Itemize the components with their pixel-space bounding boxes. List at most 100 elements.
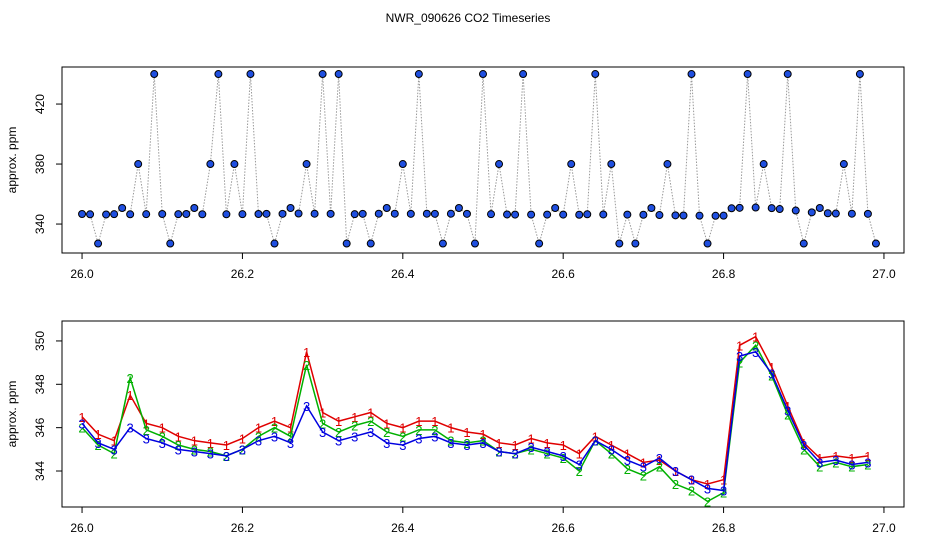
series-marker: 3 xyxy=(640,460,647,475)
series-marker: 3 xyxy=(624,453,631,468)
series-line xyxy=(81,335,869,485)
data-point xyxy=(470,239,479,248)
data-point xyxy=(855,70,864,79)
series-marker: 2 xyxy=(752,338,759,353)
series-marker: 2 xyxy=(784,408,791,423)
data-point xyxy=(286,204,295,212)
data-point xyxy=(374,209,383,218)
data-point xyxy=(623,210,632,219)
series-marker: 1 xyxy=(191,434,198,449)
data-point xyxy=(102,210,111,219)
data-point xyxy=(815,204,824,212)
series-marker: 1 xyxy=(223,438,230,453)
series-marker: 2 xyxy=(463,436,470,451)
chart-title: NWR_090626 CO2 Timeseries xyxy=(386,11,551,25)
series-marker: 1 xyxy=(239,431,246,446)
series-marker: 1 xyxy=(768,360,775,375)
series-marker: 1 xyxy=(271,414,278,429)
series-marker: 3 xyxy=(463,438,470,453)
series-marker: 3 xyxy=(479,436,486,451)
x-tick-label: 26.0 xyxy=(70,267,94,281)
series-marker: 1 xyxy=(736,338,743,353)
data-point xyxy=(791,206,800,215)
data-point xyxy=(567,160,576,169)
series-marker: 3 xyxy=(447,436,454,451)
series-marker: 3 xyxy=(544,445,551,460)
data-point xyxy=(503,210,512,219)
data-point xyxy=(214,70,223,79)
x-tick-label: 26.0 xyxy=(70,521,94,535)
data-point xyxy=(799,239,808,248)
series-marker: 2 xyxy=(78,421,85,436)
series-marker: 3 xyxy=(335,434,342,449)
series-marker: 2 xyxy=(736,356,743,371)
series-marker: 3 xyxy=(592,434,599,449)
series-marker: 2 xyxy=(672,477,679,492)
series-marker: 3 xyxy=(175,442,182,457)
series-marker: 2 xyxy=(527,442,534,457)
data-point xyxy=(206,160,215,169)
data-point xyxy=(126,210,135,219)
series-marker: 1 xyxy=(399,421,406,436)
data-point xyxy=(366,239,375,248)
data-point xyxy=(166,239,175,248)
series-marker: 3 xyxy=(367,425,374,440)
series-marker: 3 xyxy=(784,403,791,418)
x-tick-label: 26.4 xyxy=(391,521,415,535)
series-marker: 1 xyxy=(752,330,759,345)
data-point xyxy=(230,160,239,169)
series-marker: 2 xyxy=(431,423,438,438)
series-marker: 2 xyxy=(720,486,727,501)
series-marker: 3 xyxy=(111,442,118,457)
data-point xyxy=(863,209,872,218)
series-marker: 2 xyxy=(175,438,182,453)
data-point xyxy=(254,210,263,218)
series-marker: 3 xyxy=(143,431,150,446)
series-marker: 2 xyxy=(768,369,775,384)
series-marker: 2 xyxy=(191,442,198,457)
data-point xyxy=(446,209,455,218)
data-point xyxy=(278,209,287,218)
series-marker: 1 xyxy=(720,473,727,488)
series-marker: 1 xyxy=(143,416,150,431)
series-marker: 3 xyxy=(223,449,230,464)
data-point xyxy=(398,160,407,169)
data-point xyxy=(262,209,271,218)
x-tick-label: 26.8 xyxy=(712,521,736,535)
series-marker: 3 xyxy=(608,442,615,457)
data-point xyxy=(647,204,656,212)
y-axis-label: approx. ppm xyxy=(5,381,19,448)
series-marker: 1 xyxy=(592,429,599,444)
data-point xyxy=(342,239,351,248)
series-marker: 3 xyxy=(207,447,214,462)
data-point xyxy=(382,204,391,212)
x-tick-label: 27.0 xyxy=(872,521,896,535)
series-marker: 2 xyxy=(111,447,118,462)
series-marker: 1 xyxy=(159,421,166,436)
series-marker: 3 xyxy=(816,455,823,470)
plot-frame xyxy=(61,66,905,254)
data-point xyxy=(695,211,704,220)
series-marker: 3 xyxy=(319,425,326,440)
data-point xyxy=(190,204,199,212)
series-marker: 1 xyxy=(463,425,470,440)
series-marker: 2 xyxy=(287,429,294,444)
data-point xyxy=(839,160,848,169)
series-marker: 3 xyxy=(399,438,406,453)
series-marker: 1 xyxy=(704,477,711,492)
series-marker: 1 xyxy=(94,427,101,442)
series-marker: 3 xyxy=(848,458,855,473)
series-marker: 2 xyxy=(832,455,839,470)
data-point xyxy=(743,70,752,79)
series-marker: 2 xyxy=(447,434,454,449)
series-marker: 1 xyxy=(832,449,839,464)
series-marker: 2 xyxy=(576,464,583,479)
data-point xyxy=(110,210,119,219)
data-point xyxy=(551,204,560,212)
data-point xyxy=(591,70,600,79)
series-marker: 1 xyxy=(127,388,134,403)
series-marker: 1 xyxy=(640,455,647,470)
data-point xyxy=(318,70,327,79)
data-point xyxy=(174,210,183,219)
data-point xyxy=(479,70,487,79)
